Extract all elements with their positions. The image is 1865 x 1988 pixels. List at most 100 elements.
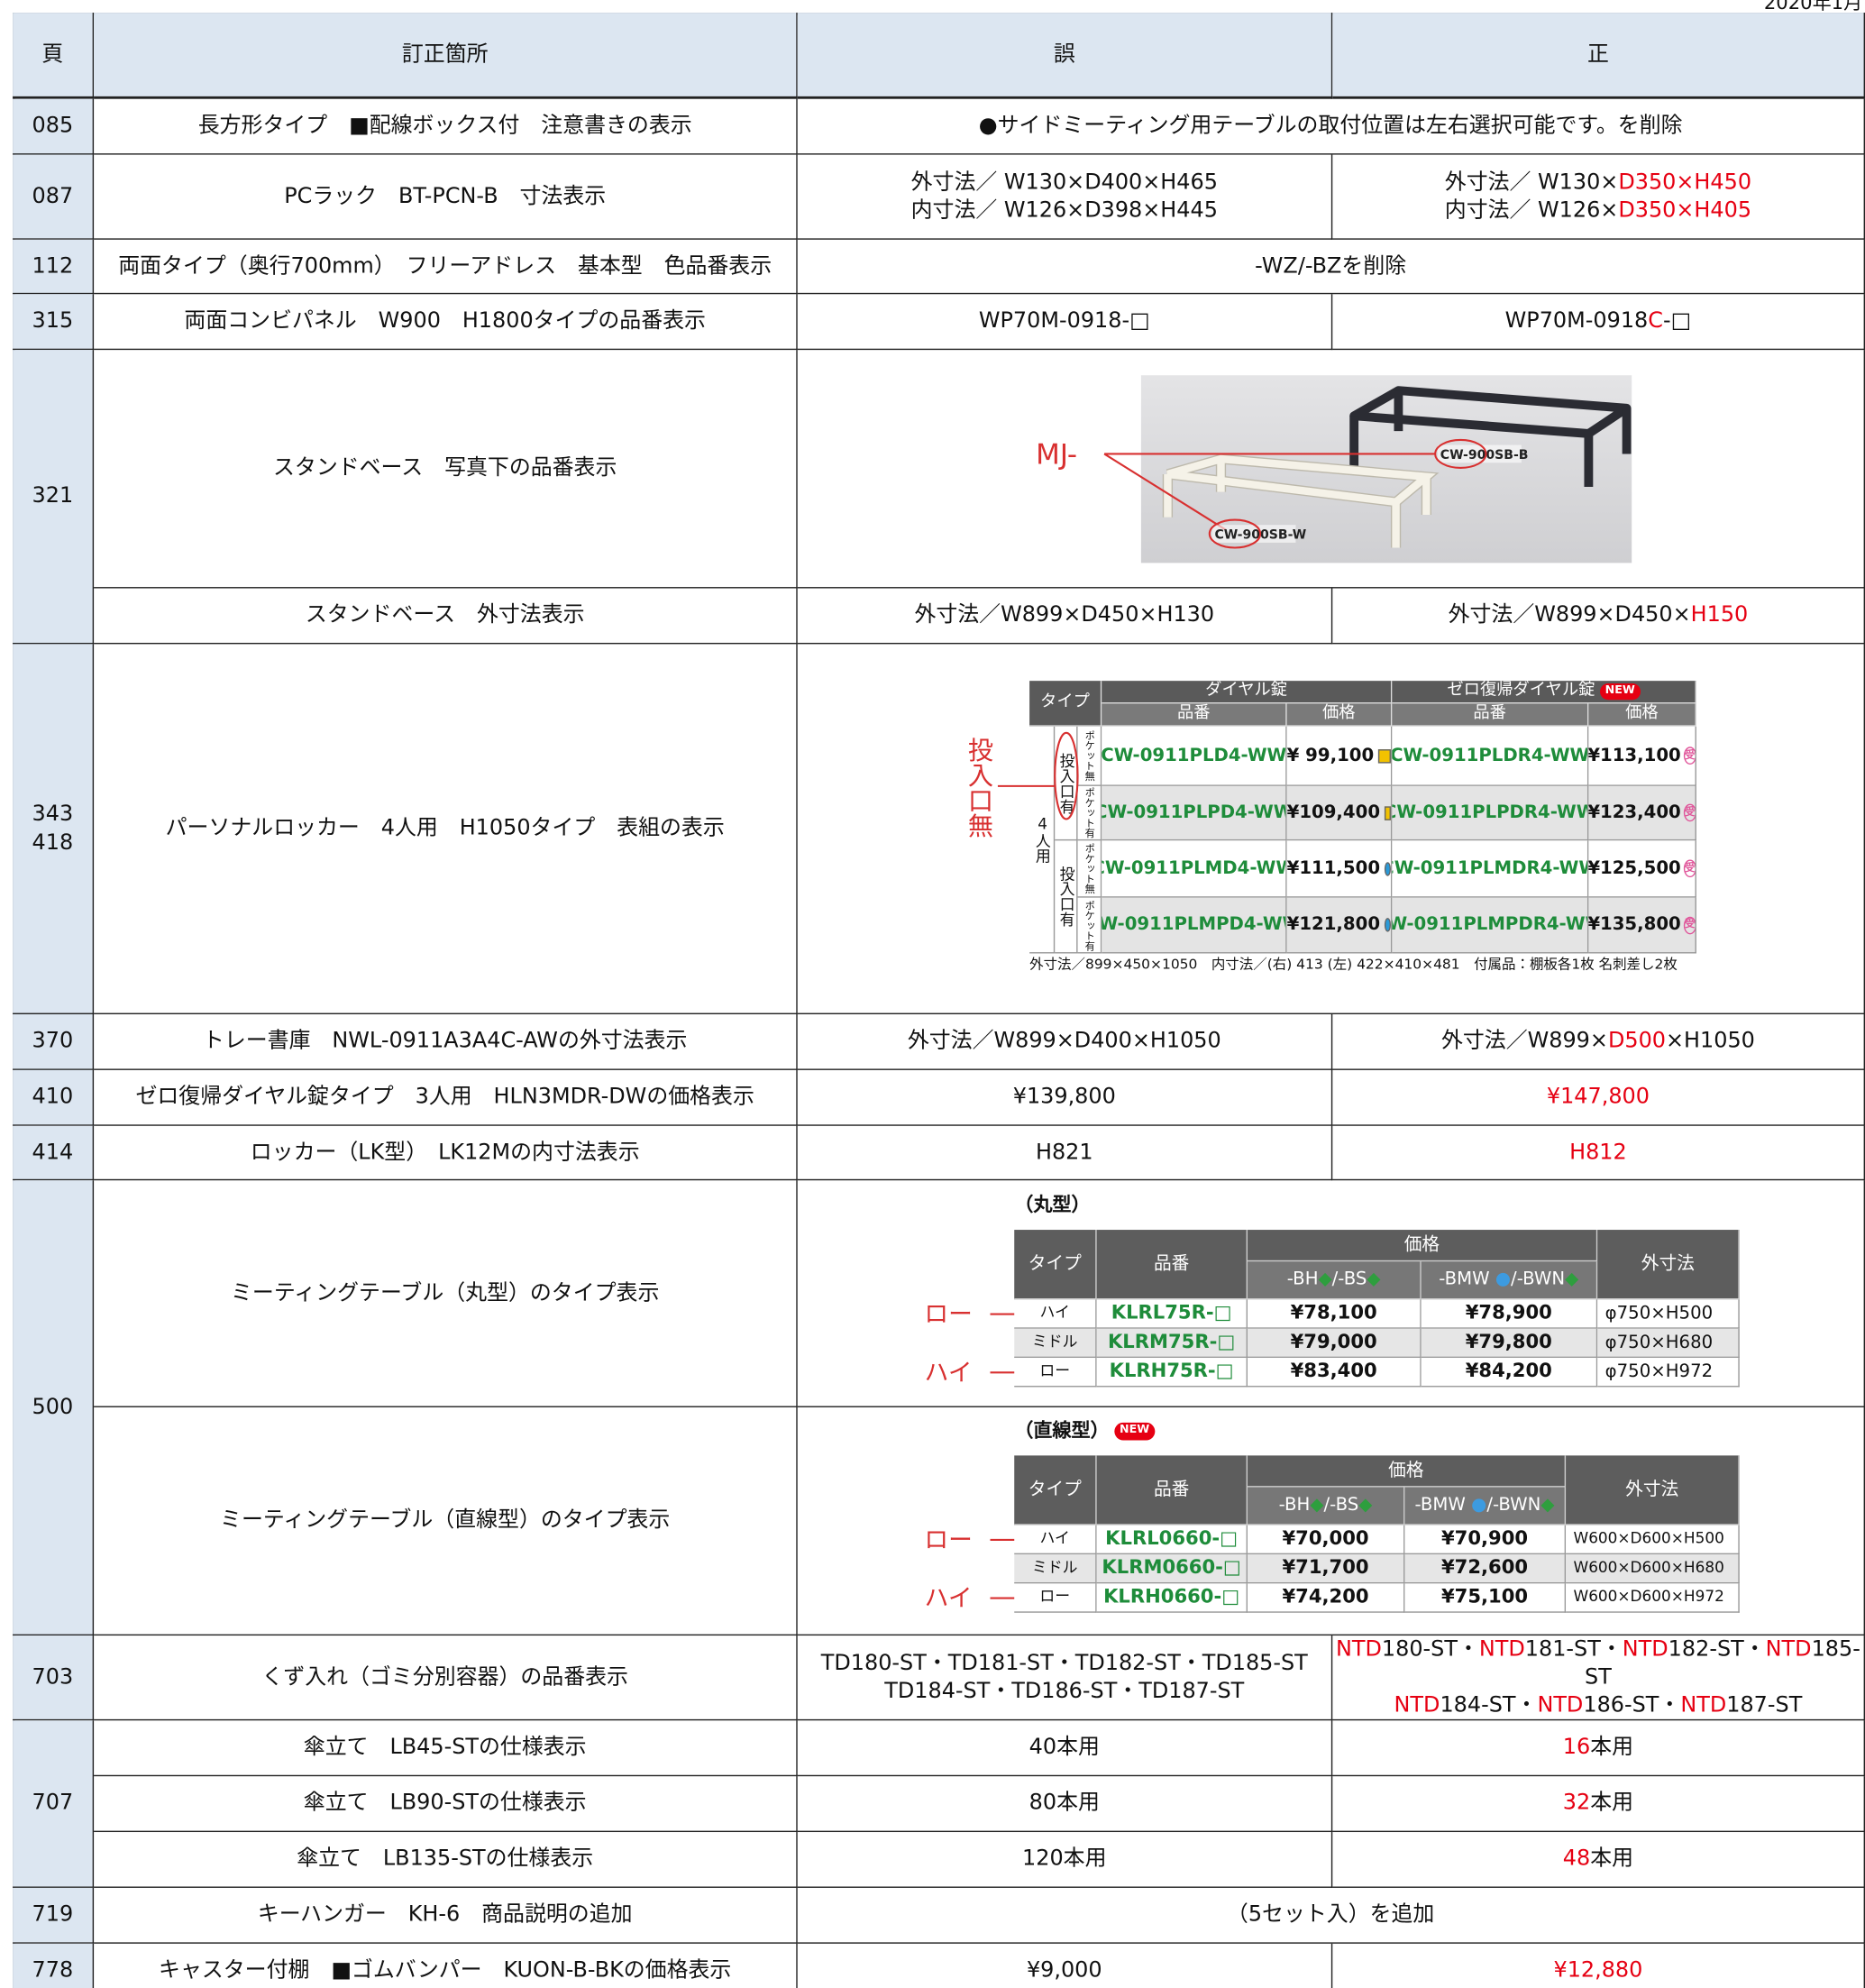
table-cell: CW-0911PLMD4-WW [1102, 840, 1287, 898]
text-segment: -BH [1278, 1495, 1311, 1516]
page-number: 112 [13, 239, 95, 295]
table-cell: ¥135,800 受 [1588, 897, 1696, 954]
text-line: 内寸法／ W126×D398×H445 [911, 197, 1218, 224]
annotation-note: ハイ [924, 1358, 973, 1387]
correction-location: ロッカー（LK型） LK12Mの内寸法表示 [94, 1125, 798, 1181]
table-cell: ¥83,400 [1248, 1358, 1422, 1388]
text-segment: -BMW [1439, 1269, 1495, 1290]
text-segment: ◆ [1358, 1495, 1373, 1516]
table-cell: ミドル [1014, 1554, 1097, 1584]
table-cell: CW-0911PLMDR4-WW [1392, 840, 1589, 898]
annotation-note: ロー [924, 1525, 973, 1554]
text-line: 418 [32, 829, 74, 856]
text-segment: 外寸法／W899× [1440, 1029, 1608, 1055]
correction-location: 両面コンビパネル W900 H1800タイプの品番表示 [94, 294, 798, 351]
correction-location: キーハンガー KH-6 商品説明の追加 [94, 1887, 798, 1944]
table-cell: ¥ 99,100 [1286, 726, 1393, 786]
page-number: 719 [13, 1887, 95, 1944]
text-segment: 本用 [1590, 1846, 1634, 1873]
text-segment: C [1648, 308, 1663, 334]
correction-location: ミーティングテーブル（直線型）のタイプ表示 [94, 1406, 798, 1636]
table-cell: ゼロ復帰ダイヤル錠 NEW [1392, 681, 1696, 704]
table-cell: W600×D600×H500 [1566, 1525, 1740, 1555]
annotation-circle [1208, 518, 1262, 549]
text-segment: 外寸法／ W130× [1444, 169, 1619, 196]
text-line: ¥12,880 [1553, 1956, 1642, 1984]
text-segment: 32 [1562, 1791, 1591, 1817]
text-segment: /-BS [1323, 1495, 1359, 1516]
text-line: 16本用 [1563, 1734, 1633, 1762]
correction-location: ゼロ復帰ダイヤル錠タイプ 3人用 HLN3MDR-DWの価格表示 [94, 1069, 798, 1126]
header-cell: 誤 [797, 13, 1333, 99]
text-line: TD180-ST・TD181-ST・TD182-ST・TD185-ST [820, 1650, 1308, 1676]
table-cell: KLRH0660-□ [1096, 1583, 1248, 1613]
text-line: 外寸法／ W130×D350×H450 [1445, 169, 1751, 197]
text-segment: -BH [1286, 1269, 1319, 1290]
table-cell: 品番 [1096, 1230, 1248, 1300]
table-cell: CW-0911PLPD4-WW [1102, 785, 1287, 841]
wrong-value: WP70M-0918-□ [797, 294, 1333, 351]
table-cell: CW-0911PLDR4-WW [1392, 726, 1589, 786]
wrong-value: 外寸法／W899×D400×H1050 [797, 1014, 1333, 1070]
text-segment: 本用 [1590, 1735, 1634, 1761]
table-cell: ¥78,100 [1248, 1299, 1422, 1329]
table-cell: ポケット無 [1077, 726, 1102, 786]
page-number: 707 [13, 1720, 95, 1888]
text-line: TD184-ST・TD186-ST・TD187-ST [884, 1678, 1245, 1704]
table-cell: CW-0911PLD4-WW [1102, 726, 1287, 786]
table-cell: KLRL0660-□ [1096, 1525, 1248, 1555]
text-segment: 内寸法／ W126× [1444, 197, 1619, 224]
table-cell: KLRH75R-□ [1096, 1358, 1248, 1388]
text-line: -BMW ●/-BWN◆ [1439, 1269, 1578, 1292]
table-cell: W600×D600×H972 [1566, 1583, 1740, 1613]
table-cell: ポケット有 [1077, 897, 1102, 954]
header-cell: 正 [1332, 13, 1865, 99]
text-segment: ¥12,880 [1553, 1957, 1643, 1984]
page-number: 087 [13, 154, 95, 240]
new-badge: NEW [1114, 1423, 1155, 1441]
correction-location: 両面タイプ（奥行700mm） フリーアドレス 基本型 色品番表示 [94, 239, 798, 295]
text-segment: 内寸法／ W126×D398×H445 [910, 197, 1218, 224]
right-value: 外寸法／W899×D500×H1050 [1332, 1014, 1865, 1070]
table-cell: ロー [1014, 1358, 1097, 1388]
table-cell: 品番 [1392, 703, 1589, 727]
table-cell: 価格 [1248, 1230, 1598, 1262]
text-segment: /-BS [1331, 1269, 1367, 1290]
table-cell: 投入口有 [1055, 840, 1078, 954]
header-cell: 頁 [13, 13, 95, 99]
page-number: 500 [13, 1180, 95, 1636]
right-value: NTD180-ST・NTD181-ST・NTD182-ST・NTD185-ST N… [1332, 1635, 1865, 1721]
text-segment: D350×H405 [1618, 197, 1752, 224]
text-line: NTD180-ST・NTD181-ST・NTD182-ST・NTD185-ST [1332, 1635, 1863, 1691]
text-line: 外寸法／W899×D500×H1050 [1441, 1028, 1755, 1056]
table-cell: CW-0911PLMPD4-WW [1102, 897, 1287, 954]
table-cell: ¥70,900 [1404, 1525, 1567, 1555]
correction-location: 傘立て LB135-STの仕様表示 [94, 1832, 798, 1888]
page-number: 370 [13, 1014, 95, 1070]
correction-location: キャスター付棚 ■ゴムバンパー KUON-B-BKの価格表示 [94, 1943, 798, 1988]
page-number: 085 [13, 98, 95, 155]
text-segment: 186-ST・ [1583, 1692, 1681, 1718]
table-cell: ポケット有 [1077, 785, 1102, 841]
text-segment: ◆ [1310, 1495, 1324, 1516]
annotation-layer [997, 731, 1079, 820]
wrong-value: 外寸法／W899×D450×H130 [797, 588, 1333, 645]
right-value: ¥12,880 [1332, 1943, 1865, 1988]
annotation-note: ハイ [924, 1584, 973, 1613]
text-segment: 180-ST・ [1381, 1636, 1479, 1663]
correction-location: トレー書庫 NWL-0911A3A4C-AWの外寸法表示 [94, 1014, 798, 1070]
correction-location: ミーティングテーブル（丸型）のタイプ表示 [94, 1180, 798, 1407]
text-segment: 48 [1562, 1846, 1591, 1873]
table-cell: 価格 [1588, 703, 1696, 727]
text-line: 343 [32, 802, 74, 828]
text-line: 32本用 [1563, 1790, 1633, 1818]
text-segment: ◆ [1540, 1495, 1555, 1516]
correction-figure: （丸型） タイプ 品番 価格 -BH◆/-BS◆ -BMW ●/-BWN◆ 外寸法 ハイ KLR… [797, 1180, 1865, 1407]
text-segment: NTD [1622, 1636, 1668, 1663]
text-segment: 16 [1562, 1735, 1591, 1761]
text-segment: 181-ST・ [1524, 1636, 1623, 1663]
text-line: H812 [1569, 1139, 1627, 1167]
right-value: 外寸法／ W130×D350×H450 内寸法／ W126×D350×H405 [1332, 154, 1865, 240]
page-number: 321 [13, 350, 95, 645]
text-line: 外寸法／ W130×D400×H465 [911, 169, 1218, 197]
